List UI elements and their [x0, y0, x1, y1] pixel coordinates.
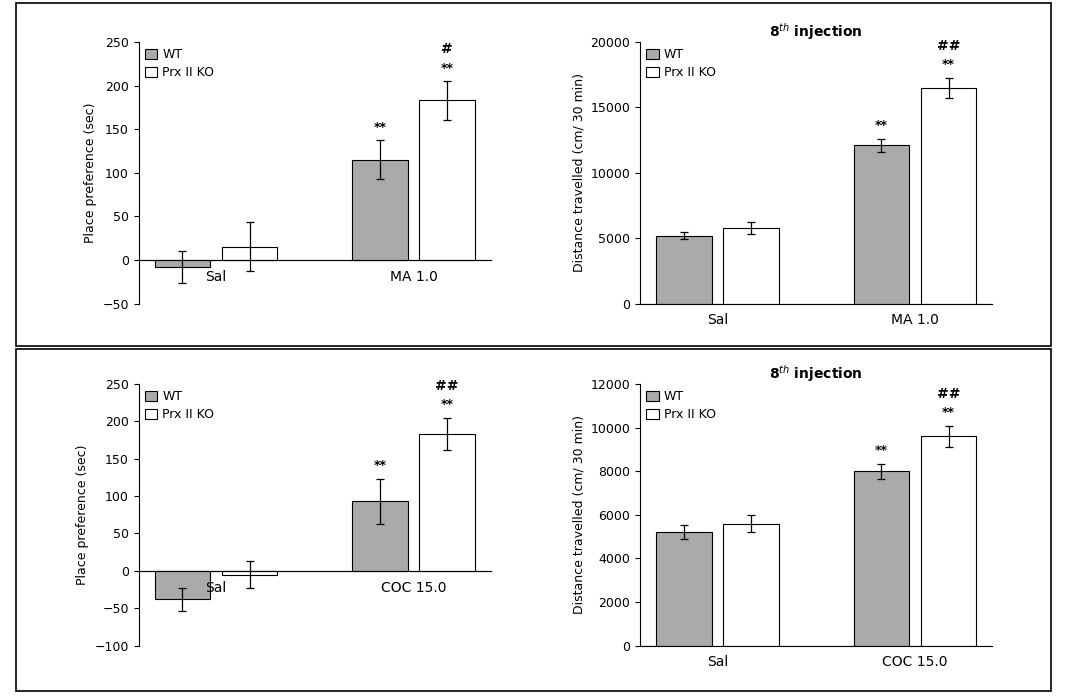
Bar	[419, 434, 475, 571]
Bar	[921, 436, 976, 646]
Bar	[352, 160, 408, 260]
Bar	[723, 228, 779, 304]
Bar	[854, 471, 909, 646]
Text: **: **	[875, 444, 888, 457]
Bar	[656, 532, 712, 646]
Text: **: **	[441, 61, 453, 75]
Text: ##: ##	[435, 379, 459, 393]
Legend: WT, Prx II KO: WT, Prx II KO	[143, 387, 217, 424]
Text: ##: ##	[937, 387, 960, 401]
Legend: WT, Prx II KO: WT, Prx II KO	[644, 45, 718, 82]
Bar	[352, 501, 408, 571]
Text: ##: ##	[937, 39, 960, 53]
Y-axis label: Place preference (sec): Place preference (sec)	[84, 103, 97, 243]
Bar	[222, 247, 277, 260]
Y-axis label: Place preference (sec): Place preference (sec)	[76, 445, 89, 585]
Text: #: #	[442, 43, 453, 57]
Bar	[155, 260, 210, 267]
Text: **: **	[942, 59, 955, 71]
Bar	[854, 145, 909, 304]
Bar	[723, 524, 779, 646]
Bar	[155, 571, 210, 600]
Title: 8$^{th}$ injection: 8$^{th}$ injection	[769, 363, 863, 384]
Bar	[921, 88, 976, 304]
Y-axis label: Distance travelled (cm/ 30 min): Distance travelled (cm/ 30 min)	[572, 415, 585, 614]
Legend: WT, Prx II KO: WT, Prx II KO	[143, 45, 217, 82]
Text: **: **	[441, 398, 453, 411]
Bar	[222, 571, 277, 574]
Text: **: **	[875, 119, 888, 133]
Bar	[419, 101, 475, 260]
Text: **: **	[373, 121, 386, 134]
Bar	[656, 236, 712, 304]
Title: 8$^{th}$ injection: 8$^{th}$ injection	[769, 21, 863, 42]
Y-axis label: Distance travelled (cm/ 30 min): Distance travelled (cm/ 30 min)	[572, 73, 585, 272]
Text: **: **	[373, 459, 386, 473]
Legend: WT, Prx II KO: WT, Prx II KO	[644, 387, 718, 424]
Text: **: **	[942, 406, 955, 419]
